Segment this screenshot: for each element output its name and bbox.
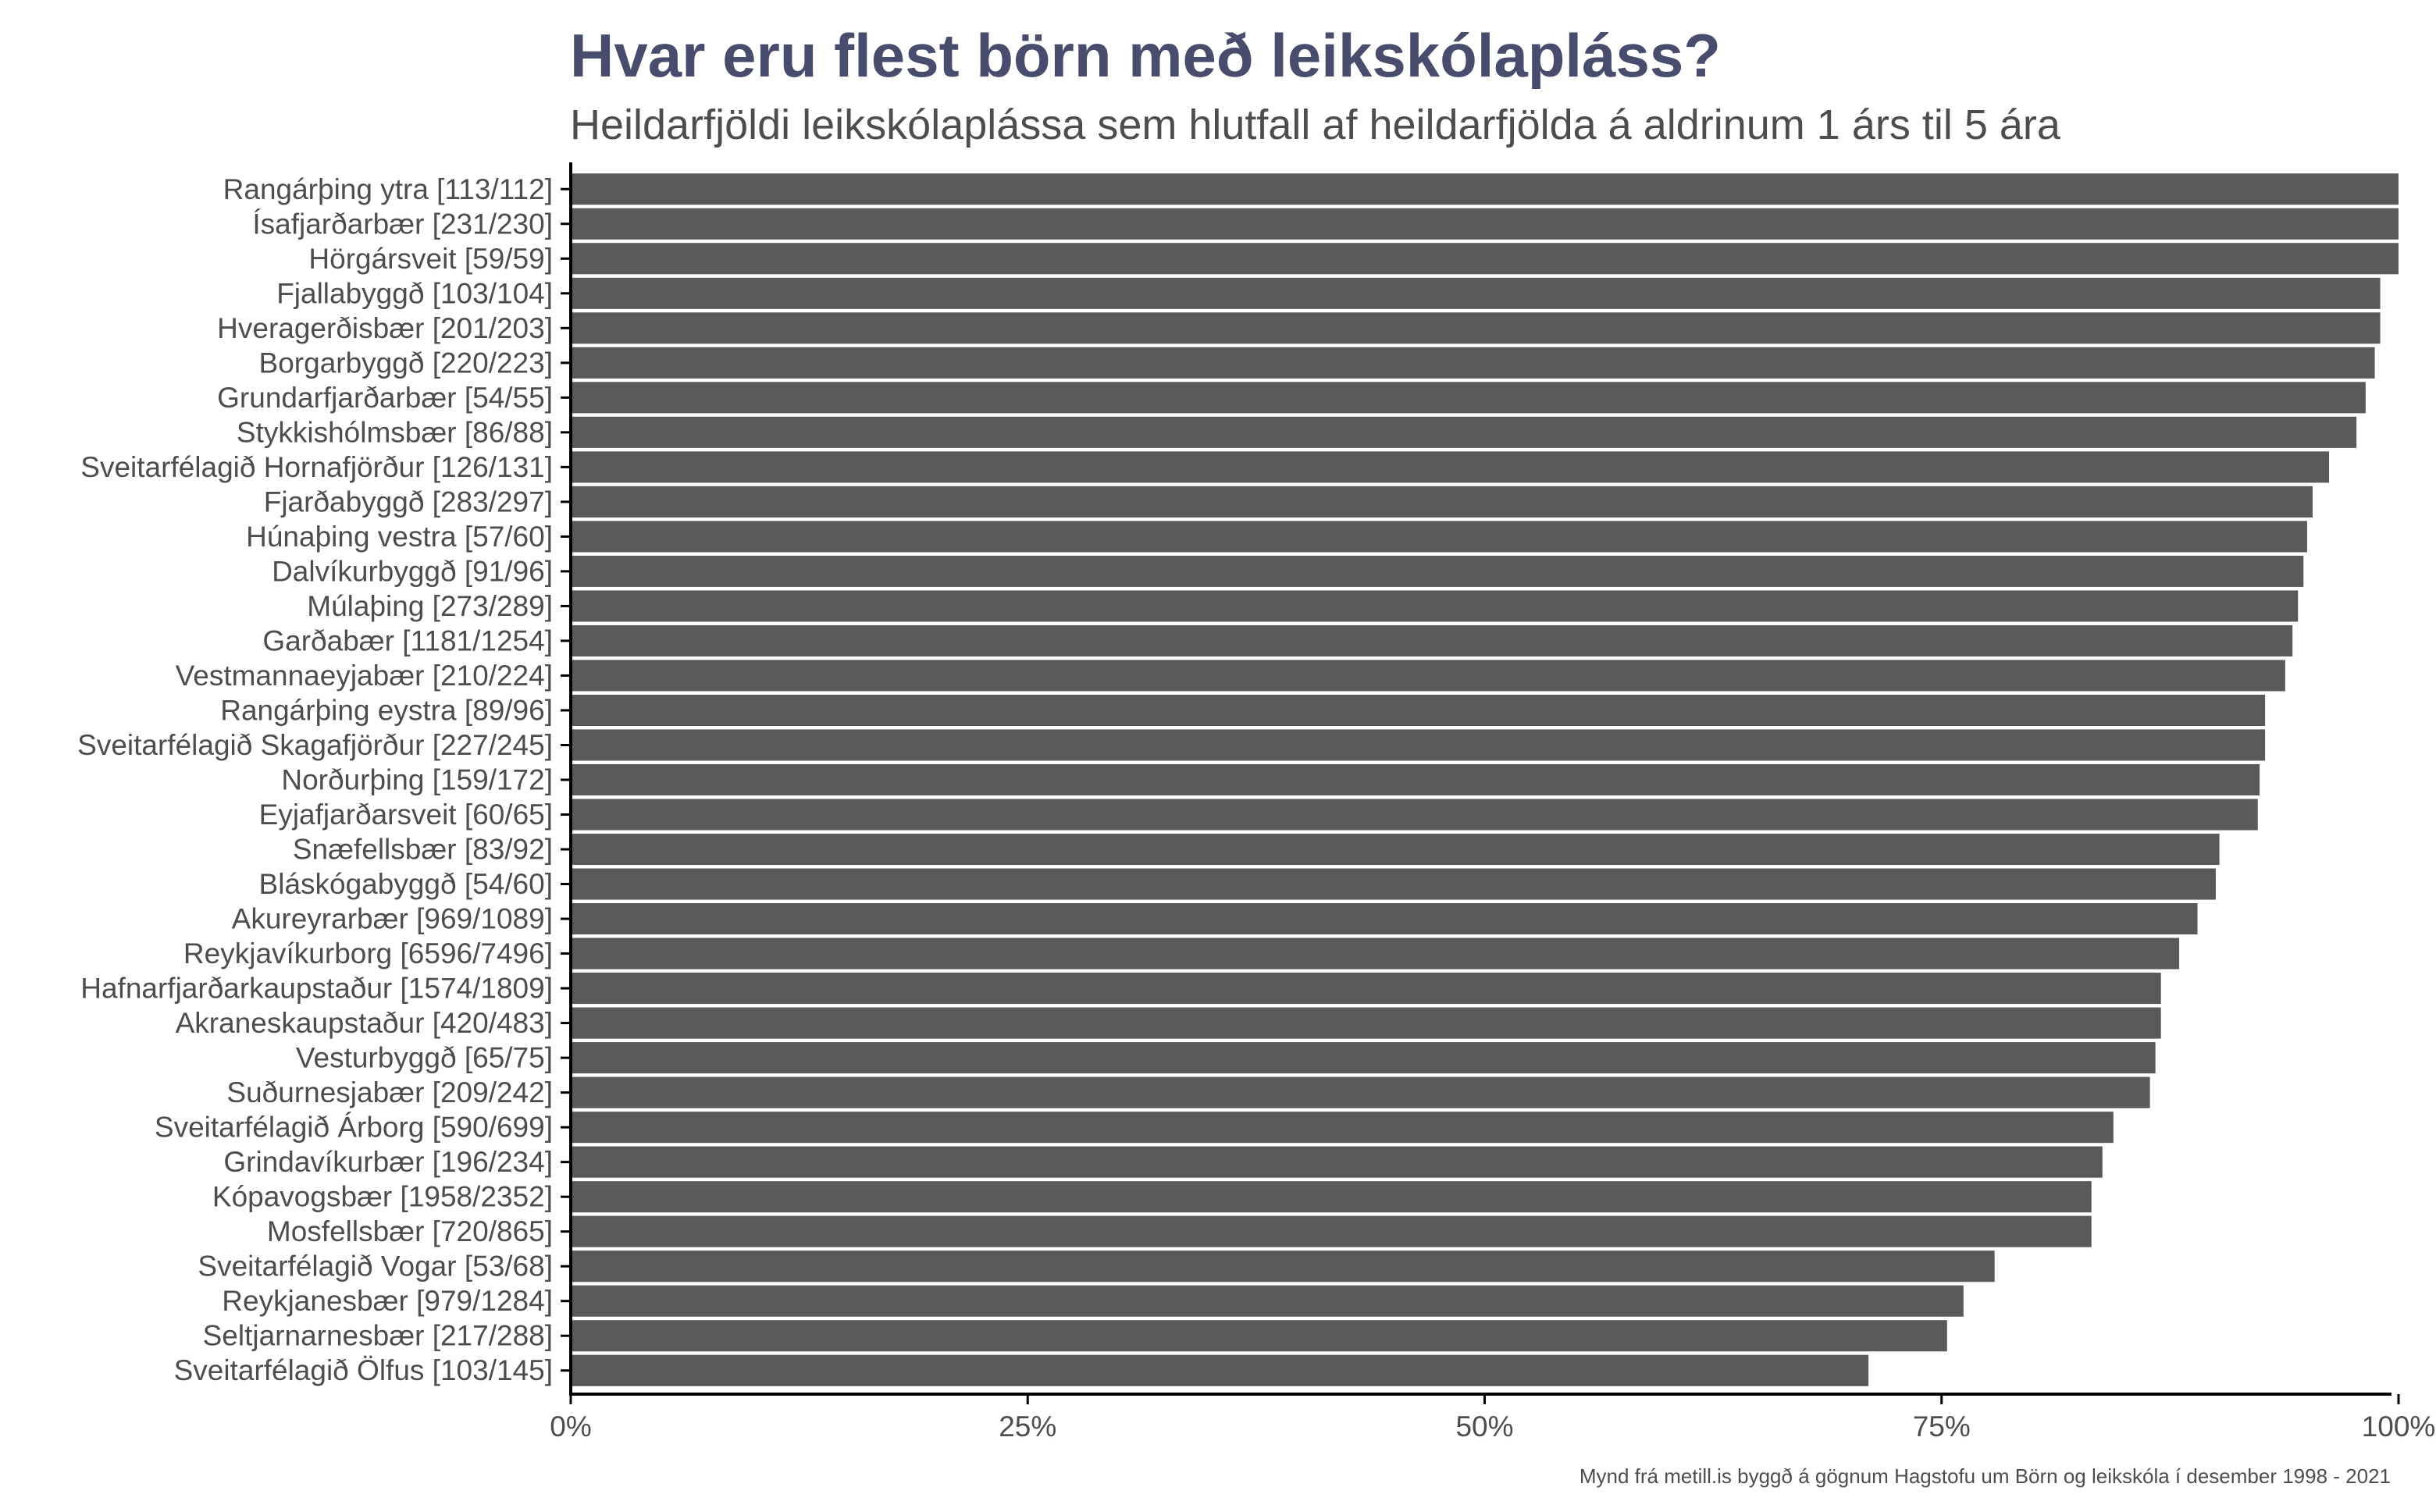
bar: [571, 277, 2381, 309]
chart-subtitle: Heildarfjöldi leikskólaplássa sem hlutfa…: [570, 101, 2061, 148]
y-tick-label: Hörgársveit [59/59]: [308, 243, 553, 275]
chart-title: Hvar eru flest börn með leikskólapláss?: [570, 21, 1721, 90]
bar: [571, 451, 2330, 483]
bar: [571, 903, 2198, 935]
y-tick-label: Stykkishólmsbær [86/88]: [237, 416, 553, 448]
bar: [571, 833, 2220, 866]
y-tick-label: Akraneskaupstaður [420/483]: [176, 1007, 553, 1039]
bar: [571, 1112, 2114, 1144]
bar: [571, 973, 2161, 1005]
x-tick-label: 25%: [999, 1411, 1056, 1443]
y-tick-label: Dalvíkurbyggð [91/96]: [272, 555, 553, 587]
y-tick-label: Suðurnesjabær [209/242]: [226, 1076, 553, 1108]
bar: [571, 590, 2299, 622]
y-tick-label: Akureyrarbær [969/1089]: [232, 903, 553, 935]
y-tick-label: Norðurþing [159/172]: [281, 764, 553, 796]
y-tick-label: Kópavogsbær [1958/2352]: [212, 1181, 553, 1213]
bar: [571, 799, 2258, 831]
y-tick-label: Sveitarfélagið Árborg [590/699]: [155, 1112, 553, 1144]
x-tick-label: 100%: [2362, 1411, 2436, 1443]
bar: [571, 937, 2180, 969]
y-tick-label: Bláskógabyggð [54/60]: [259, 868, 553, 900]
x-tick-label: 50%: [1455, 1411, 1513, 1443]
bar: [571, 1215, 2092, 1247]
bar: [571, 624, 2293, 656]
y-tick-label: Reykjanesbær [979/1284]: [222, 1285, 553, 1317]
y-tick-label: Seltjarnarnesbær [217/288]: [203, 1320, 553, 1352]
bar: [571, 208, 2399, 240]
bar: [571, 521, 2307, 553]
y-tick-label: Sveitarfélagið Skagafjörður [227/245]: [77, 729, 553, 761]
y-tick-label: Sveitarfélagið Ölfus [103/145]: [174, 1354, 553, 1386]
bar: [571, 763, 2260, 796]
y-tick-label: Ísafjarðarbær [231/230]: [252, 208, 553, 240]
bar: [571, 1181, 2092, 1213]
bar: [571, 312, 2381, 344]
y-tick-label: Vestmannaeyjabær [210/224]: [176, 660, 553, 692]
y-tick-label: Garðabær [1181/1254]: [262, 624, 553, 656]
bar: [571, 1354, 1869, 1386]
bar: [571, 173, 2399, 205]
y-tick-label: Mosfellsbær [720/865]: [267, 1215, 553, 1247]
y-tick-label: Grindavíkurbær [196/234]: [223, 1146, 553, 1178]
y-tick-label: Sveitarfélagið Hornafjörður [126/131]: [80, 451, 553, 483]
chart-caption: Mynd frá metill.is byggð á gögnum Hagsto…: [1579, 1464, 2391, 1488]
y-tick-label: Vesturbyggð [65/75]: [296, 1042, 553, 1074]
y-axis-ticks: [561, 187, 571, 1372]
bar: [571, 347, 2375, 379]
y-tick-label: Hafnarfjarðarkaupstaður [1574/1809]: [80, 973, 553, 1005]
bar: [571, 1320, 1947, 1352]
bar: [571, 486, 2313, 518]
bar: [571, 1251, 1995, 1283]
y-tick-label: Grundarfjarðarbær [54/55]: [217, 382, 553, 414]
bar: [571, 1007, 2161, 1039]
bar: [571, 1042, 2156, 1074]
bar: [571, 1146, 2103, 1178]
y-tick-label: Fjarðabyggð [283/297]: [264, 486, 553, 518]
bar: [571, 1076, 2150, 1108]
y-tick-label: Sveitarfélagið Vogar [53/68]: [198, 1251, 553, 1283]
y-tick-label: Fjallabyggð [103/104]: [276, 277, 553, 309]
bar: [571, 416, 2357, 448]
bar: [571, 694, 2266, 727]
bars-layer: [571, 173, 2399, 1386]
bar: [571, 382, 2366, 414]
bar: [571, 555, 2304, 587]
y-tick-label: Eyjafjarðarsveit [60/65]: [259, 799, 553, 831]
bar: [571, 660, 2285, 692]
x-axis-ticks: 0% 25% 50% 75% 100%: [550, 1394, 2435, 1443]
y-tick-label: Múlaþing [273/289]: [307, 590, 553, 622]
y-axis-labels: Rangárþing ytra [113/112]Ísafjarðarbær […: [77, 173, 553, 1386]
y-tick-label: Rangárþing ytra [113/112]: [223, 173, 553, 205]
y-tick-label: Borgarbyggð [220/223]: [259, 347, 553, 379]
y-tick-label: Húnaþing vestra [57/60]: [246, 521, 553, 553]
bar: [571, 729, 2266, 761]
y-tick-label: Rangárþing eystra [89/96]: [220, 694, 553, 726]
x-tick-label: 0%: [550, 1411, 591, 1443]
y-tick-label: Reykjavíkurborg [6596/7496]: [183, 937, 553, 969]
bar: [571, 1285, 1964, 1317]
bar: [571, 868, 2216, 900]
x-tick-label: 75%: [1913, 1411, 1971, 1443]
bar: [571, 243, 2399, 275]
y-tick-label: Hveragerðisbær [201/203]: [217, 312, 553, 344]
y-tick-label: Snæfellsbær [83/92]: [293, 834, 553, 866]
